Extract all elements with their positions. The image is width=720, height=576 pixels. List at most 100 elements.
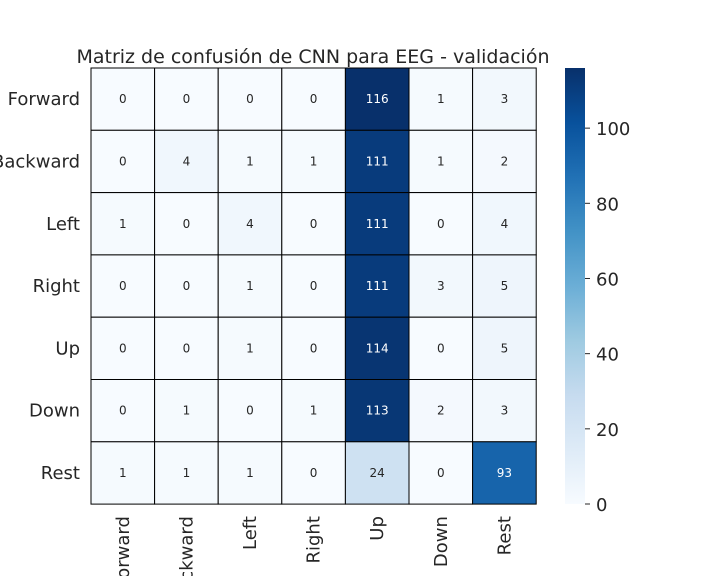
column-label: Rest [494, 516, 515, 555]
heatmap-cell [90, 379, 156, 443]
heatmap-cell [154, 379, 219, 443]
cell-value-label: 0 [119, 279, 127, 293]
row-label: Up [55, 338, 80, 359]
heatmap-cell [408, 192, 474, 256]
cell-value-label: 0 [183, 217, 191, 231]
cell-value-label: 4 [501, 217, 509, 231]
heatmap-cell [472, 441, 537, 505]
heatmap-cell [217, 441, 283, 505]
cell-value-label: 1 [310, 404, 318, 418]
heatmap-cell [217, 129, 283, 194]
cell-value-label: 0 [437, 341, 445, 355]
cell-value-label: 0 [183, 279, 191, 293]
row-label: Right [33, 276, 80, 297]
cell-value-label: 4 [246, 217, 254, 231]
cell-value-label: 116 [366, 92, 389, 106]
heatmap-cell [217, 192, 283, 256]
colorbar [565, 68, 585, 504]
heatmap-cell [344, 379, 410, 443]
cell-value-label: 0 [119, 154, 127, 168]
colorbar-tick-label: 40 [596, 345, 619, 366]
heatmap-cell [281, 441, 346, 505]
cell-value-label: 1 [246, 466, 254, 480]
cell-value-label: 93 [497, 466, 512, 480]
heatmap-cell [154, 192, 219, 256]
cell-value-label: 0 [246, 92, 254, 106]
cell-value-label: 3 [501, 404, 509, 418]
row-label: Backward [0, 151, 80, 172]
cell-value-label: 1 [246, 154, 254, 168]
heatmap-cell [90, 67, 156, 131]
heatmap-cell [472, 254, 537, 318]
colorbar-ticks: 0 20 40 60 80 100 [585, 119, 630, 516]
cell-value-label: 0 [310, 341, 318, 355]
cell-value-label: 3 [437, 279, 445, 293]
heatmap-cell [344, 129, 410, 194]
column-label: Down [431, 516, 452, 567]
heatmap-cell [344, 441, 410, 505]
chart-title: Matriz de confusión de CNN para EEG - va… [76, 46, 549, 68]
row-label: Down [29, 401, 80, 422]
cell-value-label: 0 [437, 217, 445, 231]
column-label: Left [240, 516, 261, 550]
colorbar-tick-label: 80 [596, 194, 619, 215]
cell-value-label: 1 [183, 404, 191, 418]
cell-value-label: 1 [437, 154, 445, 168]
colorbar-tick-label: 60 [596, 269, 619, 290]
cell-value-label: 111 [366, 154, 389, 168]
cell-value-label: 0 [183, 341, 191, 355]
cell-value-label: 1 [183, 466, 191, 480]
cell-value-label: 5 [501, 279, 509, 293]
cell-value-label: 0 [310, 466, 318, 480]
heatmap-cell [154, 67, 219, 131]
heatmap-cell [90, 316, 156, 381]
cell-value-label: 114 [366, 341, 389, 355]
cell-value-label: 1 [119, 217, 127, 231]
cell-value-label: 113 [366, 404, 389, 418]
cell-value-label: 1 [437, 92, 445, 106]
cell-value-label: 1 [310, 154, 318, 168]
heatmap-cell [472, 129, 537, 194]
cell-value-label: 5 [501, 341, 509, 355]
cell-value-label: 1 [246, 341, 254, 355]
cell-value-label: 0 [119, 404, 127, 418]
cell-value-label: 0 [310, 279, 318, 293]
heatmap-cell [281, 192, 346, 256]
heatmap-cells: 0 0 0 0 116 1 30 4 1 1 111 1 21 0 4 0 111 0 40 0 1 0 111 3 50 0 1 0… [90, 67, 537, 505]
heatmap-cell [154, 254, 219, 318]
heatmap-cell [281, 379, 346, 443]
cell-value-label: 0 [119, 341, 127, 355]
heatmap-cell [90, 254, 156, 318]
heatmap-cell [408, 254, 474, 318]
cell-value-label: 3 [501, 92, 509, 106]
row-label: Rest [41, 463, 80, 484]
row-label: Forward [8, 89, 80, 110]
cell-value-label: 0 [310, 92, 318, 106]
heatmap-cell [472, 192, 537, 256]
colorbar-tick-label: 0 [596, 495, 607, 516]
heatmap-cell [472, 379, 537, 443]
row-label: Left [46, 214, 80, 235]
heatmap-cell [408, 67, 474, 131]
cell-value-label: 0 [437, 466, 445, 480]
colorbar-tick-label: 20 [596, 420, 619, 441]
heatmap-cell [217, 67, 283, 131]
cell-value-label: 0 [310, 217, 318, 231]
heatmap-cell [90, 129, 156, 194]
cell-value-label: 1 [246, 279, 254, 293]
heatmap-cell [408, 441, 474, 505]
cell-value-label: 24 [370, 466, 385, 480]
heatmap-cell [344, 192, 410, 256]
heatmap-cell [281, 254, 346, 318]
cell-value-label: 111 [366, 217, 389, 231]
column-labels: Forward Backward Left Right Up Down Rest [113, 516, 516, 576]
column-label: Forward [113, 516, 134, 576]
row-labels: Forward Backward Left Right Up Down Rest [0, 89, 80, 484]
colorbar-tick-label: 100 [596, 119, 630, 140]
cell-value-label: 4 [183, 154, 191, 168]
heatmap-cell [90, 441, 156, 505]
cell-value-label: 2 [501, 154, 509, 168]
heatmap-cell [281, 67, 346, 131]
cell-value-label: 111 [366, 279, 389, 293]
